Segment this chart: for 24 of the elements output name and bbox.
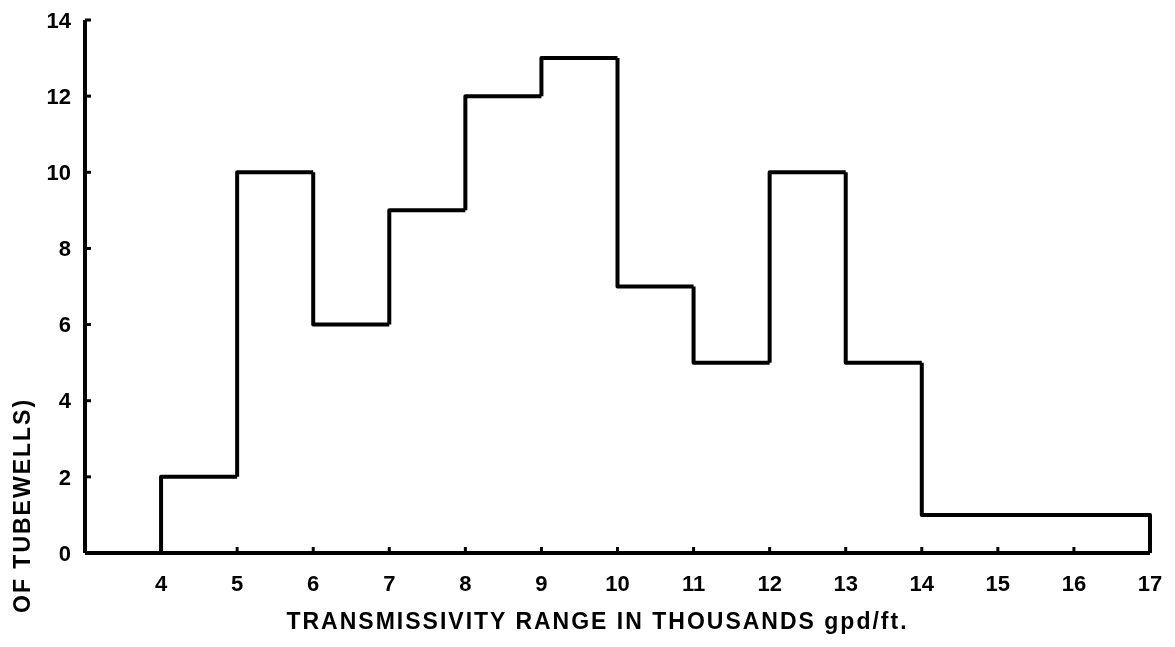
y-tick-label: 10: [46, 159, 71, 185]
x-tick-label: 4: [154, 571, 168, 596]
y-tick-label: 4: [58, 388, 72, 414]
x-tick-label: 12: [757, 571, 782, 596]
y-tick-label: 2: [58, 464, 71, 490]
y-tick-label: 6: [58, 312, 71, 338]
x-axis-title: TRANSMISSIVITY RANGE IN THOUSANDS gpd/ft.: [286, 608, 909, 634]
x-tick-label: 9: [535, 571, 548, 596]
x-tick-label: 10: [605, 571, 630, 596]
x-tick-label: 16: [1061, 571, 1087, 596]
x-tick-label: 6: [307, 571, 320, 596]
x-tick-label: 14: [909, 571, 935, 596]
x-tick-label: 7: [383, 571, 396, 596]
y-tick-label: 8: [58, 236, 71, 262]
x-tick-label: 13: [833, 571, 858, 596]
x-tick-label: 11: [681, 571, 706, 596]
y-axis-title: OF TUBEWELLS): [9, 397, 35, 613]
x-tick-label: 15: [985, 571, 1011, 596]
x-tick-label: 17: [1137, 571, 1163, 596]
x-tick-label: 5: [231, 571, 244, 596]
x-tick-label: 8: [459, 571, 472, 596]
y-tick-label: 0: [58, 540, 71, 566]
y-tick-label: 14: [46, 7, 72, 33]
y-tick-label: 12: [46, 83, 71, 109]
